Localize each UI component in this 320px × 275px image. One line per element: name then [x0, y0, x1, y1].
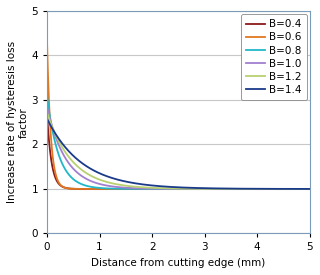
B=0.8	[75, 180, 79, 183]
B=0.4	[157, 187, 161, 191]
B=0.8	[274, 187, 278, 191]
B=1.4	[91, 168, 94, 171]
B=1.2	[157, 186, 161, 190]
B=0.8	[303, 187, 307, 191]
B=1.0	[146, 187, 150, 190]
B=0.6	[146, 187, 150, 191]
Line: B=1.4: B=1.4	[47, 119, 310, 189]
B=0.4	[303, 187, 307, 191]
B=1.2	[303, 187, 307, 191]
B=0.4	[146, 187, 150, 191]
Y-axis label: Increase rate of hysteresis loss
factor: Increase rate of hysteresis loss factor	[7, 41, 28, 203]
B=0.8	[91, 185, 94, 189]
B=1.4	[157, 185, 161, 188]
B=0.4	[275, 187, 278, 191]
B=1.0	[308, 187, 312, 191]
B=0.6	[303, 187, 307, 191]
Line: B=0.8: B=0.8	[47, 95, 310, 189]
B=0.4	[45, 111, 49, 114]
X-axis label: Distance from cutting edge (mm): Distance from cutting edge (mm)	[91, 258, 266, 268]
Line: B=1.2: B=1.2	[47, 112, 310, 189]
B=0.4	[308, 187, 312, 191]
B=0.8	[146, 187, 150, 191]
B=1.4	[274, 187, 278, 191]
B=0.8	[45, 94, 49, 97]
B=0.6	[75, 187, 79, 191]
B=0.8	[308, 187, 312, 191]
Line: B=0.6: B=0.6	[47, 40, 310, 189]
B=0.6	[157, 187, 161, 191]
B=1.4	[146, 183, 150, 187]
B=1.0	[45, 105, 49, 108]
B=0.8	[157, 187, 161, 191]
B=0.6	[275, 187, 278, 191]
B=0.6	[91, 187, 94, 191]
B=0.6	[308, 187, 312, 191]
Line: B=0.4: B=0.4	[47, 112, 310, 189]
B=1.4	[75, 157, 79, 161]
B=1.2	[308, 187, 312, 191]
B=1.0	[75, 170, 79, 174]
B=1.4	[308, 187, 312, 191]
B=1.2	[91, 175, 94, 178]
B=1.4	[45, 117, 49, 120]
B=0.6	[45, 38, 49, 42]
Legend: B=0.4, B=0.6, B=0.8, B=1.0, B=1.2, B=1.4: B=0.4, B=0.6, B=0.8, B=1.0, B=1.2, B=1.4	[241, 14, 307, 100]
B=1.2	[146, 186, 150, 189]
B=1.2	[75, 164, 79, 167]
B=0.4	[208, 187, 212, 191]
Line: B=1.0: B=1.0	[47, 107, 310, 189]
B=0.4	[75, 187, 79, 191]
B=0.6	[188, 187, 191, 191]
B=0.4	[91, 187, 94, 191]
B=1.2	[45, 111, 49, 114]
B=1.2	[274, 187, 278, 191]
B=1.4	[303, 187, 307, 191]
B=1.0	[274, 187, 278, 191]
B=1.0	[303, 187, 307, 191]
B=1.0	[91, 180, 94, 183]
B=1.0	[157, 187, 161, 190]
